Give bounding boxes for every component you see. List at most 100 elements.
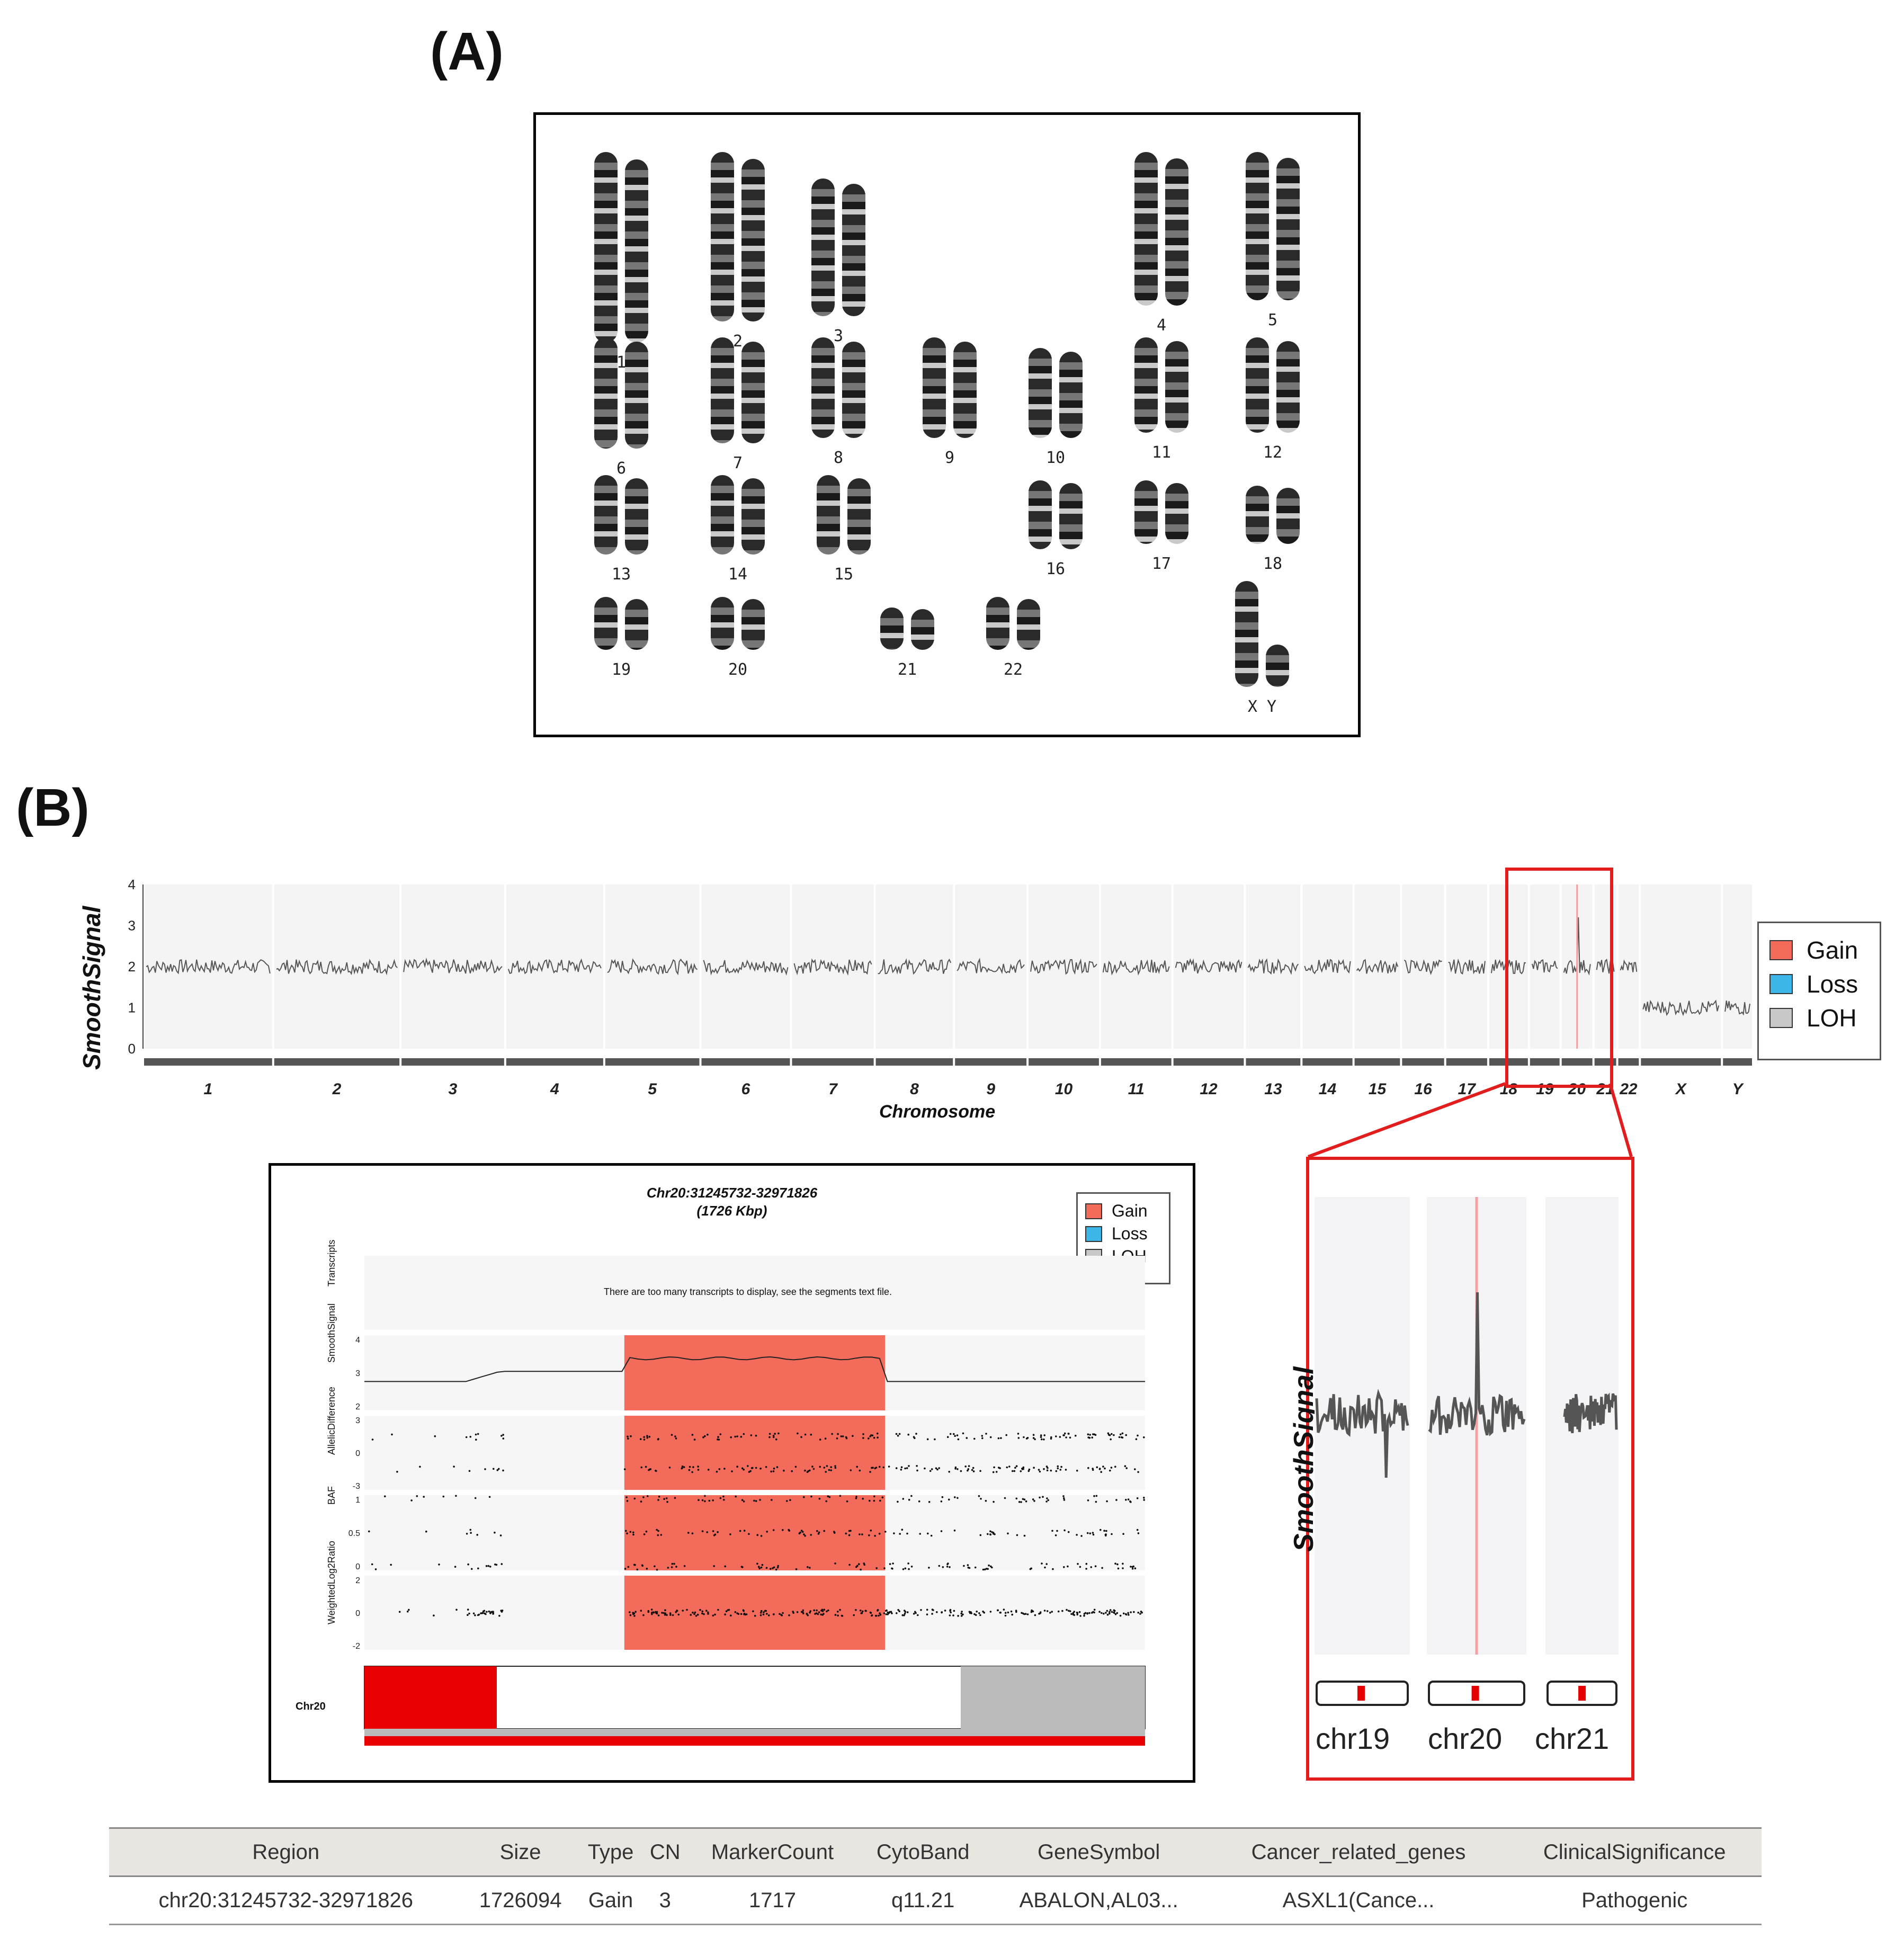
data-point bbox=[953, 1433, 955, 1435]
zoom-panel: SmoothSignal chr19 chr20 chr21 bbox=[1289, 1157, 1634, 1781]
data-point bbox=[913, 1436, 915, 1438]
zoom-signal-line bbox=[1563, 1392, 1618, 1434]
data-point bbox=[797, 1432, 799, 1435]
data-point bbox=[862, 1437, 864, 1439]
chromosome-shape bbox=[1059, 351, 1083, 438]
data-point bbox=[876, 1432, 879, 1435]
data-point bbox=[669, 1612, 672, 1614]
data-point bbox=[1022, 1468, 1024, 1470]
data-point bbox=[913, 1613, 915, 1615]
chrom-band bbox=[1641, 884, 1721, 1049]
zoom-svg bbox=[1315, 1197, 1619, 1706]
data-point bbox=[773, 1566, 775, 1569]
data-point bbox=[821, 1609, 824, 1611]
data-point bbox=[626, 1532, 628, 1534]
data-point bbox=[465, 1436, 468, 1438]
data-point bbox=[1060, 1466, 1062, 1468]
data-point bbox=[862, 1433, 864, 1435]
data-point bbox=[410, 1499, 413, 1502]
data-point bbox=[1041, 1438, 1043, 1441]
data-point bbox=[962, 1432, 964, 1435]
data-point bbox=[656, 1569, 658, 1571]
col-clinical: ClinicalSignificance bbox=[1507, 1827, 1762, 1877]
data-point bbox=[906, 1467, 908, 1469]
data-point bbox=[883, 1612, 886, 1614]
data-point bbox=[971, 1469, 973, 1471]
data-point bbox=[368, 1530, 370, 1533]
data-point bbox=[818, 1531, 820, 1534]
data-point bbox=[1076, 1611, 1078, 1614]
data-point bbox=[978, 1612, 980, 1614]
gain-region bbox=[624, 1335, 886, 1410]
data-point bbox=[1010, 1610, 1013, 1613]
data-point bbox=[1034, 1614, 1036, 1616]
cell-markercount: 1717 bbox=[687, 1876, 858, 1925]
legend-loss: Loss bbox=[1807, 970, 1858, 998]
data-point bbox=[1054, 1534, 1057, 1536]
karyotype-pair: 3 bbox=[811, 178, 865, 345]
data-point bbox=[374, 1568, 377, 1570]
data-point bbox=[1050, 1469, 1052, 1472]
data-point bbox=[493, 1468, 495, 1470]
data-point bbox=[890, 1611, 892, 1613]
chrom-band bbox=[1302, 884, 1353, 1049]
data-point bbox=[643, 1438, 646, 1441]
data-point bbox=[1106, 1613, 1109, 1616]
data-point bbox=[1132, 1565, 1134, 1568]
data-point bbox=[1026, 1437, 1029, 1439]
chrom-bar-red bbox=[364, 1736, 1145, 1746]
data-point bbox=[657, 1614, 660, 1616]
data-point bbox=[1143, 1497, 1145, 1499]
data-point bbox=[1023, 1436, 1025, 1438]
data-point bbox=[776, 1566, 779, 1569]
data-point bbox=[903, 1614, 905, 1616]
data-point bbox=[824, 1437, 827, 1440]
x-tick-label: 13 bbox=[1264, 1080, 1282, 1098]
data-point bbox=[1062, 1434, 1065, 1436]
chromosome-shape bbox=[847, 478, 871, 555]
data-point bbox=[691, 1434, 694, 1436]
data-point bbox=[794, 1466, 797, 1468]
zoom-chrom-band bbox=[1545, 1197, 1619, 1655]
data-point bbox=[634, 1611, 637, 1613]
signal-line bbox=[1304, 959, 1351, 975]
data-point bbox=[834, 1465, 836, 1467]
data-point bbox=[819, 1466, 821, 1468]
data-point bbox=[673, 1562, 675, 1565]
ideogram bbox=[1618, 1058, 1639, 1066]
chromosome-shape bbox=[1246, 486, 1269, 544]
data-point bbox=[938, 1467, 940, 1469]
x-tick-label: 22 bbox=[1619, 1080, 1638, 1098]
data-point bbox=[946, 1563, 949, 1566]
data-point bbox=[707, 1613, 709, 1615]
data-point bbox=[869, 1499, 871, 1502]
karyotype-label: 6 bbox=[616, 459, 627, 478]
x-tick-label: 3 bbox=[449, 1080, 458, 1098]
data-point bbox=[500, 1563, 503, 1565]
data-point bbox=[1114, 1613, 1117, 1615]
data-point bbox=[788, 1530, 791, 1532]
data-point bbox=[827, 1609, 829, 1612]
track-tick: 0 bbox=[355, 1449, 360, 1458]
y-tick-label: 0 bbox=[128, 1041, 136, 1057]
data-point bbox=[371, 1563, 373, 1566]
data-point bbox=[1107, 1432, 1110, 1434]
data-point bbox=[1065, 1469, 1067, 1471]
data-point bbox=[803, 1496, 805, 1498]
data-point bbox=[756, 1534, 759, 1536]
data-point bbox=[1043, 1434, 1045, 1436]
data-point bbox=[864, 1610, 866, 1612]
data-point bbox=[884, 1531, 887, 1533]
data-point bbox=[642, 1496, 645, 1498]
data-point bbox=[966, 1437, 968, 1439]
karyotype-pair: 19 bbox=[594, 597, 648, 679]
data-point bbox=[759, 1467, 762, 1470]
loss-swatch bbox=[1769, 974, 1793, 994]
data-point bbox=[695, 1615, 698, 1617]
cell-cytoband: q11.21 bbox=[857, 1876, 988, 1925]
data-point bbox=[487, 1565, 490, 1567]
data-point bbox=[816, 1530, 818, 1532]
data-point bbox=[1045, 1563, 1048, 1565]
data-point bbox=[754, 1615, 756, 1617]
data-point bbox=[681, 1467, 683, 1469]
